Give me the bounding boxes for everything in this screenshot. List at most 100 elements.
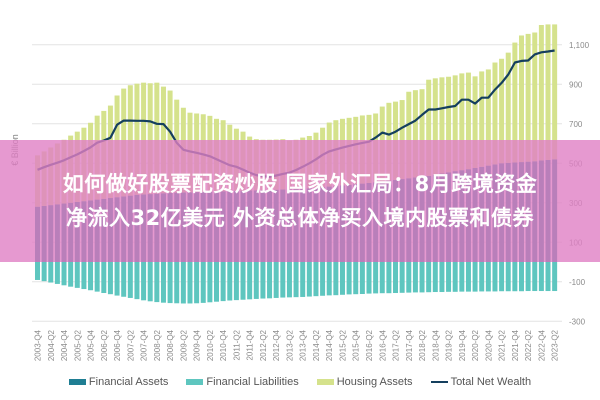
bar-housing-assets xyxy=(532,32,538,162)
bar-financial-liabilities xyxy=(273,262,279,298)
bar-financial-liabilities xyxy=(207,262,213,303)
x-tick-label: 2012-Q4 xyxy=(272,329,281,361)
bar-financial-liabilities xyxy=(492,262,498,292)
x-tick-label: 2017-Q4 xyxy=(405,329,414,361)
bar-financial-liabilities xyxy=(101,262,107,294)
bar-financial-liabilities xyxy=(538,262,544,292)
x-tick-label: 2019-Q2 xyxy=(445,329,454,361)
x-axis-ticks: 2003-Q4 2004-Q2 2004-Q4 2005-Q2 2005-Q4 2006-… xyxy=(34,329,560,361)
bar-financial-liabilities xyxy=(419,262,425,293)
bar-financial-liabilities xyxy=(512,262,518,292)
bar-housing-assets xyxy=(552,24,558,160)
x-tick-label: 2006-Q2 xyxy=(100,329,109,361)
bar-financial-liabilities xyxy=(54,262,60,284)
x-tick-label: 2015-Q4 xyxy=(352,329,361,361)
y-tick-label: 1,100 xyxy=(569,41,590,50)
bar-housing-assets xyxy=(406,91,412,179)
x-tick-label: 2017-Q2 xyxy=(392,329,401,361)
x-tick-label: 2006-Q4 xyxy=(113,329,122,361)
bar-financial-liabilities xyxy=(61,262,67,286)
bar-financial-liabilities xyxy=(326,262,332,296)
bar-financial-liabilities xyxy=(160,262,166,303)
bar-housing-assets xyxy=(147,83,153,195)
bar-financial-liabilities xyxy=(114,262,120,296)
x-tick-label: 2023-Q2 xyxy=(551,329,560,361)
x-tick-label: 2013-Q2 xyxy=(285,329,294,361)
bar-financial-liabilities xyxy=(81,262,87,290)
legend-swatch xyxy=(316,379,334,385)
bar-financial-liabilities xyxy=(141,262,147,301)
bar-financial-liabilities xyxy=(412,262,418,293)
bar-financial-liabilities xyxy=(386,262,392,294)
y-tick-label: 700 xyxy=(569,120,583,129)
headline-banner[interactable]: 如何做好股票配资炒股 国家外汇局：8月跨境资金 净流入32亿美元 外资总体净买入… xyxy=(0,140,600,262)
bar-housing-assets xyxy=(499,58,505,164)
bar-financial-liabilities xyxy=(499,262,505,292)
bar-financial-liabilities xyxy=(286,262,292,298)
legend-swatch xyxy=(186,379,204,385)
bar-housing-assets xyxy=(525,33,531,162)
bar-financial-liabilities xyxy=(280,262,286,298)
x-tick-label: 2007-Q2 xyxy=(126,329,135,361)
x-tick-label: 2010-Q4 xyxy=(219,329,228,361)
bar-financial-liabilities xyxy=(552,262,558,292)
bar-financial-liabilities xyxy=(518,262,524,292)
bar-financial-liabilities xyxy=(459,262,465,292)
bar-financial-liabilities xyxy=(465,262,471,292)
bar-financial-liabilities xyxy=(353,262,359,295)
bar-financial-liabilities xyxy=(406,262,412,293)
bar-housing-assets xyxy=(399,100,405,180)
x-tick-label: 2008-Q4 xyxy=(166,329,175,361)
x-tick-label: 2021-Q4 xyxy=(511,329,520,361)
bar-financial-liabilities xyxy=(240,262,246,300)
bar-financial-liabilities xyxy=(260,262,266,299)
bar-financial-liabilities xyxy=(399,262,405,293)
bar-housing-assets xyxy=(419,89,425,178)
bar-financial-liabilities xyxy=(306,262,312,297)
bar-financial-liabilities xyxy=(267,262,273,299)
legend-housing-assets: Housing Assets xyxy=(316,376,413,388)
bar-financial-liabilities xyxy=(313,262,319,297)
bar-financial-liabilities xyxy=(253,262,259,299)
bar-financial-liabilities xyxy=(366,262,372,294)
headline-line-2: 净流入32亿美元 外资总体净买入境内股票和债券 xyxy=(65,206,535,230)
legend-label: Total Net Wealth xyxy=(450,376,532,388)
x-tick-label: 2016-Q4 xyxy=(378,329,387,361)
bar-financial-liabilities xyxy=(300,262,306,297)
y-tick-label: -300 xyxy=(569,317,586,326)
bar-housing-assets xyxy=(518,35,524,163)
bar-financial-liabilities xyxy=(525,262,531,292)
legend-label: Financial Assets xyxy=(88,376,169,388)
bar-housing-assets xyxy=(479,71,485,167)
x-tick-label: 2005-Q4 xyxy=(87,329,96,361)
x-tick-label: 2020-Q2 xyxy=(471,329,480,361)
bar-housing-assets xyxy=(492,62,498,165)
legend: Financial Assets Financial Liabilities H… xyxy=(0,376,600,388)
bar-financial-liabilities xyxy=(373,262,379,294)
bar-financial-liabilities xyxy=(121,262,127,297)
bar-financial-liabilities xyxy=(107,262,113,295)
legend-financial-assets: Financial Assets xyxy=(68,376,169,388)
x-tick-label: 2011-Q4 xyxy=(246,329,255,360)
bar-financial-liabilities xyxy=(247,262,253,300)
x-tick-label: 2009-Q4 xyxy=(193,329,202,361)
bar-financial-liabilities xyxy=(227,262,233,301)
bar-housing-assets xyxy=(538,25,544,161)
bar-housing-assets xyxy=(426,79,432,176)
x-tick-label: 2005-Q2 xyxy=(73,329,82,361)
bar-housing-assets xyxy=(512,42,518,163)
y-tick-label: 900 xyxy=(569,80,583,89)
bar-housing-assets xyxy=(160,86,166,194)
bar-financial-liabilities xyxy=(432,262,438,293)
bar-financial-liabilities xyxy=(293,262,299,298)
bar-financial-liabilities xyxy=(74,262,80,288)
x-tick-label: 2022-Q2 xyxy=(524,329,533,361)
x-tick-label: 2021-Q2 xyxy=(498,329,507,361)
x-tick-label: 2004-Q2 xyxy=(47,329,56,361)
bar-financial-liabilities xyxy=(446,262,452,292)
bar-financial-liabilities xyxy=(134,262,140,300)
bar-financial-liabilities xyxy=(485,262,491,292)
x-tick-label: 2014-Q4 xyxy=(325,329,334,361)
bar-financial-liabilities xyxy=(180,262,186,304)
x-tick-label: 2014-Q2 xyxy=(312,329,321,361)
